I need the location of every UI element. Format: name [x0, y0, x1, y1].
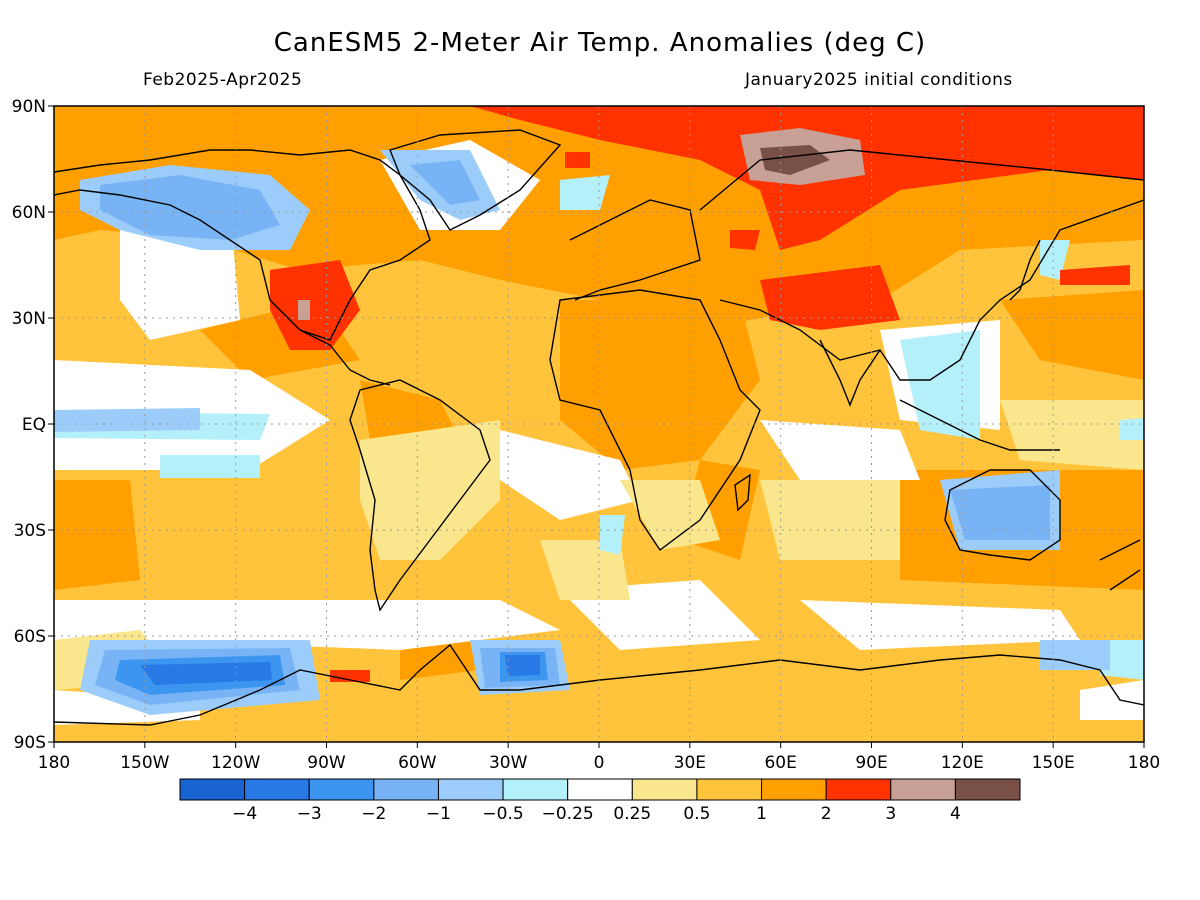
legend-swatch — [308, 778, 375, 801]
lon-tick-label: 90E — [855, 753, 887, 773]
lon-tick-label: 60W — [398, 753, 437, 773]
legend-swatch — [179, 778, 246, 801]
legend-swatch — [244, 778, 310, 801]
legend-label: 4 — [950, 804, 961, 824]
lon-tick-label: 0 — [594, 753, 605, 773]
forecast-period: Feb2025-Apr2025 — [143, 70, 303, 90]
legend-swatch — [631, 778, 698, 801]
lat-tick-label: 60N — [12, 203, 46, 223]
lon-tick-label: 90W — [307, 753, 346, 773]
legend-label: 0.5 — [683, 804, 710, 824]
lon-tick-label: 180 — [1128, 753, 1160, 773]
initial-conditions: January2025 initial conditions — [745, 70, 1013, 90]
lat-tick-label: 60S — [14, 627, 46, 647]
legend-swatch — [373, 778, 439, 801]
anomaly-minus-3-to-minus-4-regions — [140, 655, 540, 685]
map-title: CanESM5 2-Meter Air Temp. Anomalies (deg… — [273, 28, 927, 58]
legend-label: −0.25 — [542, 804, 594, 824]
legend-swatch — [696, 778, 763, 801]
lat-tick-label: 30S — [14, 521, 46, 541]
legend-swatch — [825, 778, 892, 801]
lat-tick-label: 30N — [12, 309, 46, 329]
lon-tick-label: 150W — [120, 753, 169, 773]
legend-swatch — [890, 778, 956, 801]
legend-swatch — [954, 778, 1021, 801]
lat-tick-label: EQ — [22, 415, 46, 435]
lon-tick-label: 30E — [674, 753, 706, 773]
lon-tick-label: 180 — [38, 753, 70, 773]
legend-label: 1 — [756, 804, 767, 824]
legend-label: −2 — [361, 804, 386, 824]
color-legend: −4 −3 −2 −1 −0.5 −0.25 0.25 0.5 1 2 3 4 — [179, 778, 1021, 824]
legend-label: 0.25 — [613, 804, 651, 824]
legend-swatch — [502, 778, 569, 801]
legend-label: 3 — [885, 804, 896, 824]
lat-tick-label: 90N — [12, 97, 46, 117]
lat-tick-label: 90S — [14, 733, 46, 753]
graticule — [54, 106, 1144, 742]
lon-tick-label: 150E — [1032, 753, 1075, 773]
anomaly-above-4-region — [760, 145, 830, 175]
legend-label: −0.5 — [482, 804, 523, 824]
legend-swatch — [437, 778, 504, 801]
lon-tick-label: 30W — [489, 753, 528, 773]
lon-tick-label: 60E — [764, 753, 796, 773]
coastlines — [54, 129, 1144, 726]
anomaly-minus-0.25-to-minus-0.5-regions — [54, 175, 1144, 680]
legend-label: −1 — [426, 804, 451, 824]
legend-swatch — [761, 778, 827, 801]
legend-swatch — [567, 778, 633, 801]
lon-tick-label: 120W — [211, 753, 260, 773]
axis-ticks: 180 150W 120W 90W 60W 30W 0 30E 60E 90E 120E 150E 18… — [12, 97, 1161, 773]
legend-label: −4 — [232, 804, 257, 824]
legend-label: −3 — [297, 804, 322, 824]
lon-tick-label: 120E — [941, 753, 984, 773]
legend-label: 2 — [821, 804, 832, 824]
